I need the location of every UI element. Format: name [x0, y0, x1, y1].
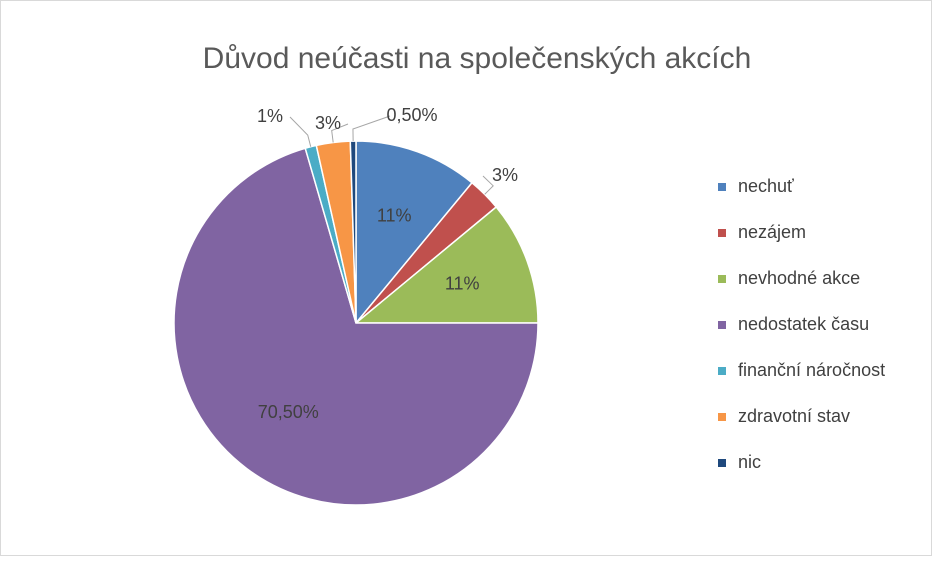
pie-slice [353, 205, 539, 324]
leader-line [482, 175, 494, 195]
legend-label: finanční náročnost [738, 360, 885, 380]
data-label: 70,50% [258, 402, 319, 422]
pie-slice [355, 140, 474, 326]
pie-slice [173, 147, 539, 506]
legend-swatch [718, 367, 726, 375]
data-label: 1% [257, 106, 283, 126]
legend-swatch [718, 459, 726, 467]
legend-label: nezájem [738, 222, 806, 242]
data-label: 0,50% [386, 105, 437, 125]
data-label: 11% [377, 206, 412, 226]
legend-swatch [718, 183, 726, 191]
legend-swatch [718, 413, 726, 421]
pie-slice [349, 140, 357, 324]
leader-line [352, 115, 391, 142]
chart-title: Důvod neúčasti na společenských akcích [203, 42, 752, 75]
leader-line [289, 116, 312, 147]
legend-swatch [718, 321, 726, 329]
legend-label: nechuť [738, 176, 794, 196]
legend-label: nic [738, 452, 761, 472]
legend-label: nevhodné akce [738, 268, 860, 288]
data-label: 3% [492, 165, 518, 185]
data-label: 11% [445, 274, 480, 294]
leader-line [331, 123, 349, 143]
legend-swatch [718, 275, 726, 283]
data-label: 3% [315, 113, 341, 133]
legend-label: nedostatek času [738, 314, 869, 334]
legend-swatch [718, 229, 726, 237]
legend-label: zdravotní stav [738, 406, 850, 426]
